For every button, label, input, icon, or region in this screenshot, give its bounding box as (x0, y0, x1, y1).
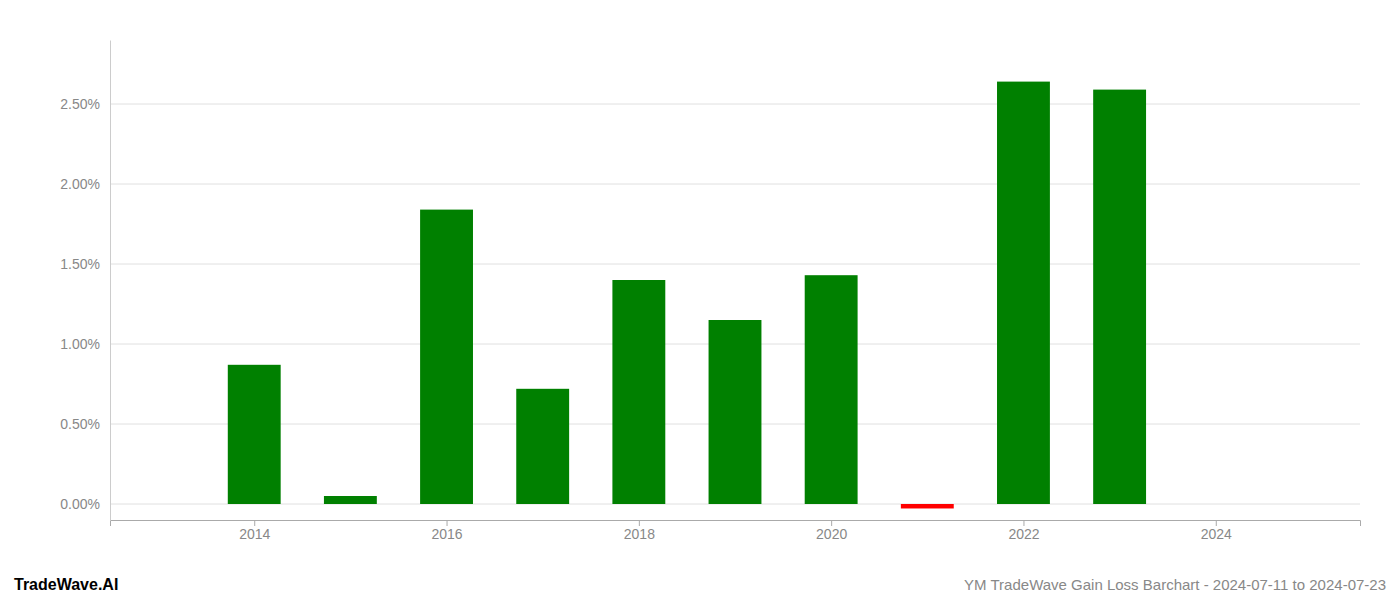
x-tick: 2024 (1201, 520, 1232, 542)
grid (110, 104, 1360, 504)
x-tick-label: 2020 (816, 526, 847, 542)
x-tick-label: 2016 (431, 526, 462, 542)
bar (805, 275, 858, 504)
x-tick-label: 2014 (239, 526, 270, 542)
x-tick-label: 2024 (1201, 526, 1232, 542)
x-tick: 2020 (816, 520, 847, 542)
y-tick-label: 1.50% (60, 256, 100, 272)
y-axis-line (110, 41, 111, 521)
bars (228, 82, 1146, 509)
y-tick: 0.50% (60, 416, 110, 432)
y-tick: 0.00% (60, 496, 110, 512)
y-tick-label: 2.00% (60, 176, 100, 192)
x-axis: 2014 2016 2018 2020 2022 2024 (111, 520, 1361, 542)
grid-line (110, 264, 1360, 265)
bar (709, 320, 762, 504)
grid-line (110, 104, 1360, 105)
y-tick-label: 1.00% (60, 336, 100, 352)
y-tick-label: 0.50% (60, 416, 100, 432)
y-axis: 0.00% 0.50% 1.00% 1.50% 2.00% 2.50% (60, 41, 110, 521)
bar (420, 210, 473, 504)
y-tick: 2.50% (60, 96, 110, 112)
bar (997, 82, 1050, 504)
bar (516, 389, 569, 504)
grid-line (110, 184, 1360, 185)
y-tick: 2.00% (60, 176, 110, 192)
title: YM TradeWave Gain Loss Barchart - 2024-0… (964, 576, 1386, 593)
watermark: TradeWave.AI (14, 576, 118, 593)
y-tick-label: 2.50% (60, 96, 100, 112)
x-tick: 2016 (431, 520, 462, 542)
bar (612, 280, 665, 504)
x-tick-label: 2022 (1008, 526, 1039, 542)
x-tick: 2018 (624, 520, 655, 542)
x-tick-label: 2018 (624, 526, 655, 542)
x-tick: 2022 (1008, 520, 1039, 542)
bar (324, 496, 377, 504)
bar (901, 504, 954, 508)
plot-area: 2014 2016 2018 2020 2022 2024 0.00% 0.50% 1.00% 1… (60, 41, 1360, 542)
x-tick: 2014 (239, 520, 270, 542)
chart-svg: 2014 2016 2018 2020 2022 2024 0.00% 0.50% 1.00% 1… (0, 0, 1400, 600)
bar (1093, 90, 1146, 504)
y-tick-label: 0.00% (60, 496, 100, 512)
x-axis-line (111, 521, 1361, 527)
y-tick: 1.00% (60, 336, 110, 352)
bar (228, 365, 281, 504)
y-tick: 1.50% (60, 256, 110, 272)
